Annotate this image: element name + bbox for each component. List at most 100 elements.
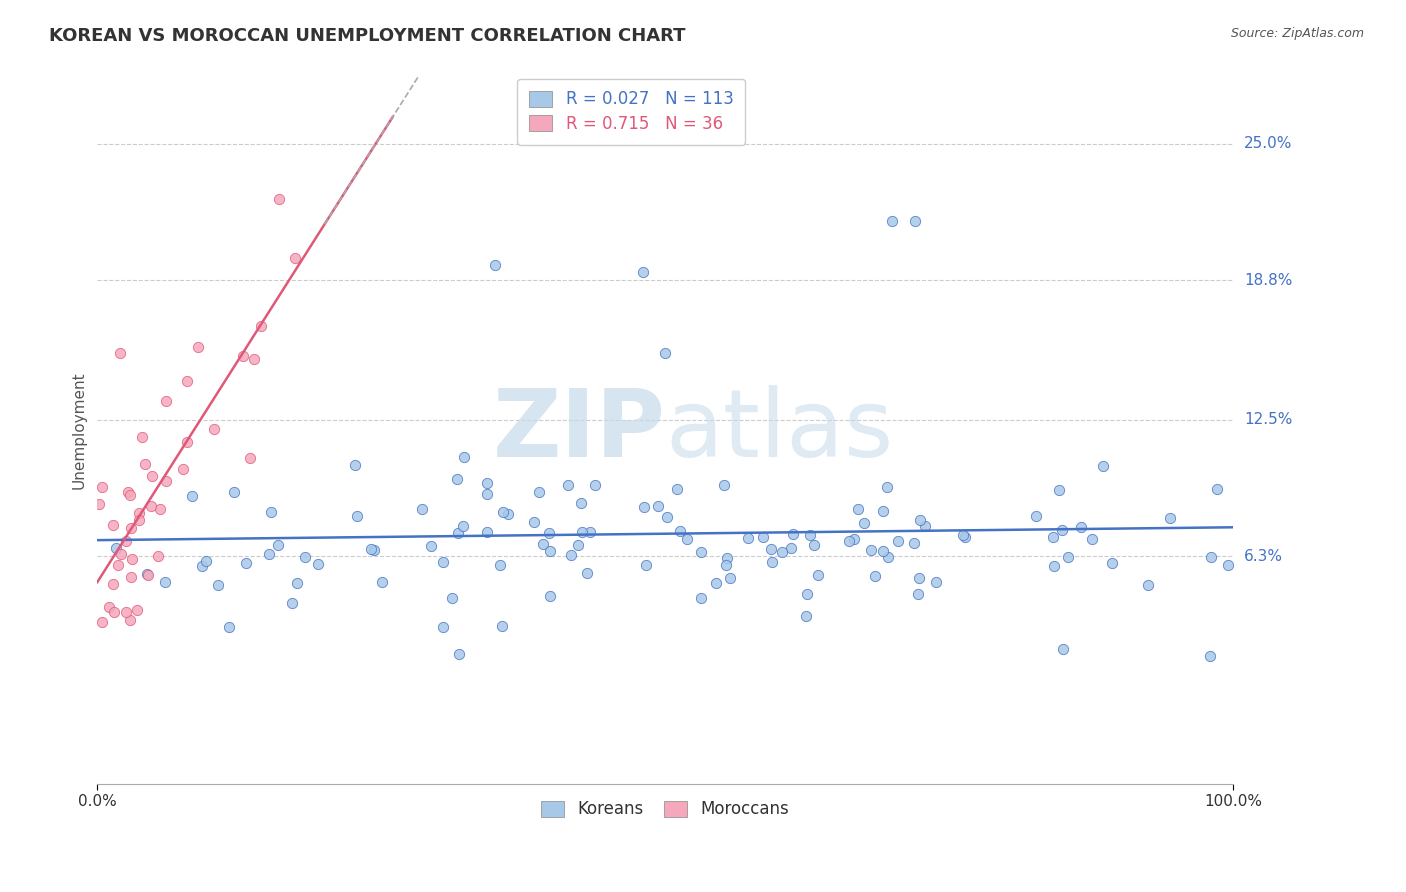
Point: [176, 435, 198, 450]
Text: 6.3%: 6.3%: [1244, 549, 1284, 564]
Text: Source: ZipAtlas.com: Source: ZipAtlas.com: [1230, 27, 1364, 40]
Point: [90, 480, 112, 494]
Point: [260, 505, 283, 519]
Point: [87, 497, 110, 511]
Point: [134, 457, 156, 471]
Point: [97, 600, 120, 615]
Point: [716, 551, 738, 566]
Point: [631, 265, 654, 279]
Point: [1070, 520, 1092, 534]
Point: [488, 558, 510, 573]
Point: [432, 555, 454, 569]
Point: [952, 528, 974, 542]
Point: [718, 571, 741, 585]
Point: [136, 568, 159, 582]
Point: [907, 586, 929, 600]
Point: [121, 551, 143, 566]
Point: [794, 608, 817, 623]
Point: [737, 531, 759, 545]
Point: [872, 504, 894, 518]
Point: [411, 502, 433, 516]
Point: [155, 474, 177, 488]
Point: [108, 346, 131, 360]
Point: [419, 539, 441, 553]
Point: [224, 485, 246, 500]
Point: [491, 619, 513, 633]
Point: [172, 462, 194, 476]
Point: [860, 543, 883, 558]
Point: [690, 591, 713, 606]
Point: [669, 524, 692, 538]
Point: [343, 458, 366, 472]
Point: [903, 535, 925, 549]
Point: [496, 507, 519, 521]
Point: [567, 538, 589, 552]
Point: [307, 557, 329, 571]
Point: [120, 521, 142, 535]
Point: [676, 532, 699, 546]
Point: [908, 572, 931, 586]
Point: [128, 506, 150, 520]
Point: [135, 566, 157, 581]
Point: [585, 478, 607, 492]
Point: [713, 478, 735, 492]
Point: [904, 214, 927, 228]
Point: [120, 570, 142, 584]
Point: [882, 214, 904, 228]
Point: [257, 548, 280, 562]
Point: [202, 422, 225, 436]
Point: [1042, 530, 1064, 544]
Text: 18.8%: 18.8%: [1244, 273, 1292, 288]
Point: [877, 550, 900, 565]
Point: [239, 451, 262, 466]
Point: [569, 496, 592, 510]
Point: [235, 556, 257, 570]
Point: [872, 544, 894, 558]
Point: [153, 574, 176, 589]
Point: [180, 489, 202, 503]
Point: [155, 393, 177, 408]
Point: [195, 554, 218, 568]
Point: [770, 545, 793, 559]
Point: [876, 480, 898, 494]
Point: [752, 530, 775, 544]
Point: [103, 605, 125, 619]
Point: [120, 488, 142, 502]
Point: [1025, 509, 1047, 524]
Point: [863, 568, 886, 582]
Point: [187, 340, 209, 354]
Point: [803, 538, 825, 552]
Point: [538, 590, 561, 604]
Text: ZIP: ZIP: [492, 384, 665, 476]
Point: [114, 605, 136, 619]
Point: [654, 346, 676, 360]
Point: [844, 532, 866, 546]
Point: [796, 586, 818, 600]
Point: [250, 319, 273, 334]
Point: [267, 192, 290, 206]
Point: [1137, 578, 1160, 592]
Point: [176, 374, 198, 388]
Point: [110, 547, 132, 561]
Point: [475, 487, 498, 501]
Point: [761, 555, 783, 569]
Point: [807, 567, 830, 582]
Point: [363, 542, 385, 557]
Point: [280, 596, 302, 610]
Point: [294, 549, 316, 564]
Point: [285, 576, 308, 591]
Point: [690, 544, 713, 558]
Point: [571, 525, 593, 540]
Point: [666, 482, 689, 496]
Point: [447, 526, 470, 541]
Point: [446, 472, 468, 486]
Point: [149, 501, 172, 516]
Point: [799, 528, 821, 542]
Point: [440, 591, 463, 605]
Point: [1052, 642, 1074, 657]
Point: [475, 475, 498, 490]
Point: [103, 517, 125, 532]
Point: [1101, 556, 1123, 570]
Point: [759, 541, 782, 556]
Point: [531, 537, 554, 551]
